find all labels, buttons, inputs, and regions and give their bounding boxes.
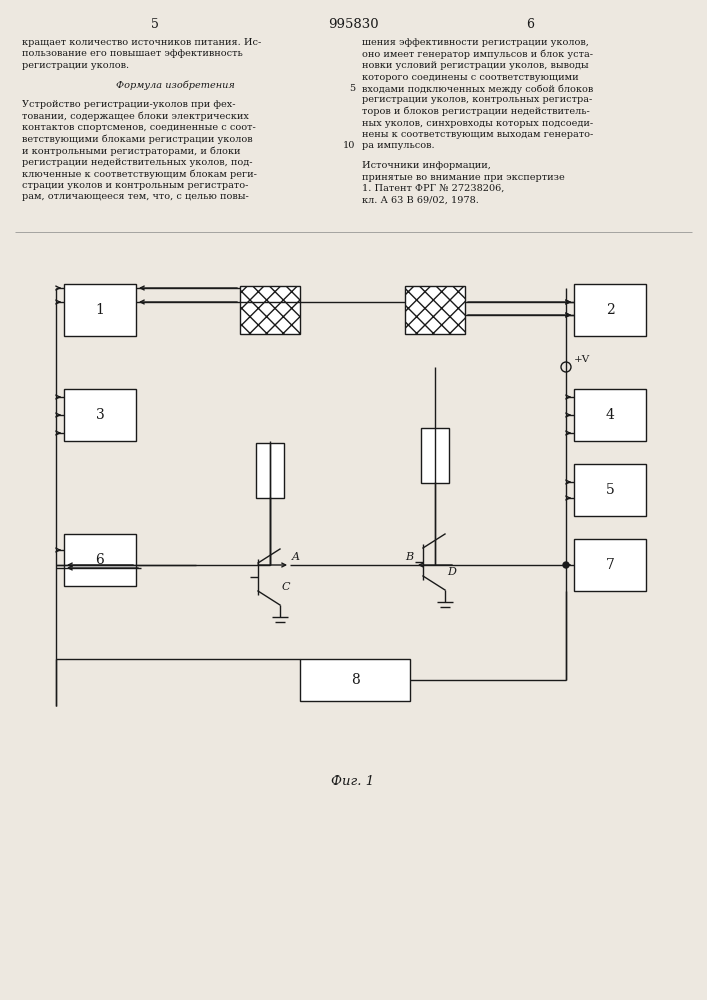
Text: 1: 1 [95,303,105,317]
Text: 1. Патент ФРГ № 27238206,: 1. Патент ФРГ № 27238206, [362,184,504,193]
Bar [64,389,136,441]
Text: кращает количество источников питания. Ис-: кращает количество источников питания. И… [22,38,262,47]
Text: 8: 8 [351,673,359,687]
Text: торов и блоков регистрации недействитель-: торов и блоков регистрации недействитель… [362,107,590,116]
Text: нены к соответствующим выходам генерато-: нены к соответствующим выходам генерато- [362,130,593,139]
Bar [574,389,646,441]
Text: шения эффективности регистрации уколов,: шения эффективности регистрации уколов, [362,38,589,47]
Text: ных уколов, синхровходы которых подсоеди-: ных уколов, синхровходы которых подсоеди… [362,118,593,127]
Text: 3: 3 [95,408,105,422]
Text: регистрации уколов, контрольных регистра-: регистрации уколов, контрольных регистра… [362,96,592,104]
Text: D: D [447,567,456,577]
Text: 7: 7 [606,558,614,572]
Text: 995830: 995830 [327,18,378,31]
Bar [64,534,136,586]
Text: рам, отличающееся тем, что, с целью повы-: рам, отличающееся тем, что, с целью повы… [22,192,249,201]
Text: 5: 5 [151,18,159,31]
Text: Источники информации,: Источники информации, [362,161,491,170]
Text: ра импульсов.: ра импульсов. [362,141,435,150]
Text: A: A [292,552,300,562]
Text: 6: 6 [95,553,105,567]
Text: принятые во внимание при экспертизе: принятые во внимание при экспертизе [362,173,565,182]
Text: 2: 2 [606,303,614,317]
Text: B: B [405,552,413,562]
Bar [64,284,136,336]
Text: страции уколов и контрольным регистрато-: страции уколов и контрольным регистрато- [22,181,248,190]
Text: которого соединены с соответствующими: которого соединены с соответствующими [362,73,578,82]
Bar [574,464,646,516]
Text: +V: +V [574,355,590,364]
Text: оно имеет генератор импульсов и блок уста-: оно имеет генератор импульсов и блок уст… [362,49,593,59]
Bar [300,659,410,701]
Bar [574,284,646,336]
Text: 5: 5 [606,483,614,497]
Text: ветствующими блоками регистрации уколов: ветствующими блоками регистрации уколов [22,135,252,144]
Text: товании, содержащее блоки электрических: товании, содержащее блоки электрических [22,112,249,121]
Circle shape [563,562,569,568]
Text: кл. А 63 В 69/02, 1978.: кл. А 63 В 69/02, 1978. [362,196,479,205]
Text: C: C [282,582,291,592]
Bar [574,539,646,591]
Text: входами подключенных между собой блоков: входами подключенных между собой блоков [362,84,593,94]
Text: Фиг. 1: Фиг. 1 [332,775,375,788]
Bar [256,443,284,498]
Text: пользование его повышает эффективность: пользование его повышает эффективность [22,49,243,58]
Text: ключенные к соответствующим блокам реги-: ключенные к соответствующим блокам реги- [22,169,257,179]
Text: контактов спортсменов, соединенные с соот-: контактов спортсменов, соединенные с соо… [22,123,256,132]
Text: регистрации недействительных уколов, под-: регистрации недействительных уколов, под… [22,158,252,167]
Bar [240,286,300,334]
Text: Формула изобретения: Формула изобретения [115,81,235,90]
Bar [421,428,449,483]
Text: Устройство регистрации-уколов при фех-: Устройство регистрации-уколов при фех- [22,100,235,109]
Text: 4: 4 [606,408,614,422]
Text: 6: 6 [526,18,534,31]
Text: новки условий регистрации уколов, выводы: новки условий регистрации уколов, выводы [362,61,589,70]
Text: регистрации уколов.: регистрации уколов. [22,61,129,70]
Bar [405,286,465,334]
Text: 5: 5 [349,84,355,93]
Text: и контрольными регистраторами, и блоки: и контрольными регистраторами, и блоки [22,146,240,156]
Text: 10: 10 [343,141,355,150]
